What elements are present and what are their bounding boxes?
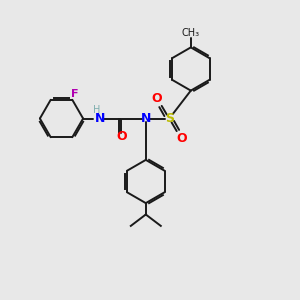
Text: N: N — [141, 112, 151, 125]
Text: N: N — [94, 112, 105, 125]
Text: H: H — [93, 105, 100, 115]
Text: O: O — [152, 92, 162, 105]
Text: F: F — [71, 89, 78, 99]
Text: O: O — [116, 130, 127, 143]
Text: S: S — [165, 112, 174, 125]
Text: CH₃: CH₃ — [182, 28, 200, 38]
Text: O: O — [176, 132, 187, 145]
